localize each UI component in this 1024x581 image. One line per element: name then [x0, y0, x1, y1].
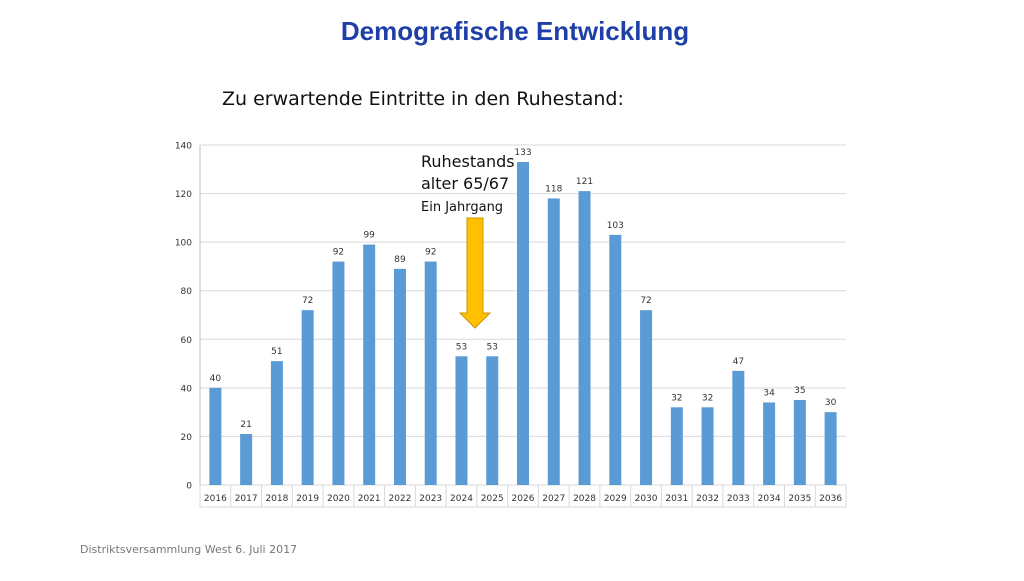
y-tick-label: 60: [181, 336, 193, 346]
x-tick-label: 2029: [604, 494, 627, 504]
label-layer: 0 20 40 60 80 100 120 140 40 2016 21 2017 51 2018 72 20…: [175, 142, 843, 505]
bar: [240, 434, 253, 485]
bar: [670, 407, 683, 485]
x-tick-label: 2017: [235, 494, 258, 504]
y-tick-label: 120: [175, 190, 192, 200]
y-tick-label: 80: [181, 287, 193, 297]
bar: [393, 268, 406, 485]
bar: [270, 361, 283, 485]
x-tick-label: 2034: [758, 494, 781, 504]
x-tick-label: 2032: [696, 494, 719, 504]
x-tick-label: 2023: [419, 494, 442, 504]
bar: [763, 402, 776, 485]
annotation-line3: Ein Jahrgang: [421, 200, 503, 215]
y-tick-label: 100: [175, 239, 192, 249]
bar: [517, 162, 529, 485]
data-label: 32: [671, 393, 682, 403]
bar: [640, 310, 653, 485]
x-tick-label: 2030: [635, 494, 658, 504]
data-label: 99: [363, 231, 375, 241]
data-label: 35: [794, 386, 805, 396]
bar: [424, 261, 437, 485]
annotation-line2: alter 65/67: [421, 174, 509, 193]
x-tick-label: 2036: [819, 494, 842, 504]
bar: [363, 244, 376, 485]
data-label: 40: [210, 374, 222, 384]
x-tick-label: 2031: [665, 494, 688, 504]
x-tick-label: 2035: [788, 494, 811, 504]
x-tick-label: 2028: [573, 494, 596, 504]
data-label: 121: [576, 177, 593, 187]
bar: [547, 198, 560, 485]
data-label: 47: [733, 357, 744, 367]
x-tick-label: 2018: [265, 494, 288, 504]
x-tick-label: 2033: [727, 494, 750, 504]
data-label: 103: [607, 221, 624, 231]
data-label: 32: [702, 393, 713, 403]
bar-layer: [209, 162, 837, 485]
bar: [455, 356, 468, 485]
down-arrow-icon: [458, 217, 492, 329]
x-tick-label: 2024: [450, 494, 473, 504]
y-tick-label: 20: [181, 433, 193, 443]
data-label: 53: [456, 342, 467, 352]
x-tick-label: 2026: [512, 494, 535, 504]
slide-title: Demografische Entwicklung: [340, 16, 690, 46]
data-label: 34: [763, 388, 775, 398]
bar: [824, 412, 837, 485]
y-tick-label: 140: [175, 142, 192, 152]
bar: [301, 310, 314, 485]
data-label: 92: [425, 248, 436, 258]
x-tick-label: 2021: [358, 494, 381, 504]
data-label: 72: [640, 296, 651, 306]
bar: [332, 261, 345, 485]
annotation-line1: Ruhestands: [421, 152, 515, 171]
footer-text: Distriktsversammlung West 6. Juli 2017: [80, 543, 298, 556]
data-label: 51: [271, 347, 282, 357]
annotation: Ruhestands alter 65/67 Ein Jahrgang: [421, 152, 515, 329]
bar: [701, 407, 714, 485]
bar: [609, 234, 622, 485]
slide-subtitle: Zu erwartende Eintritte in den Ruhestand…: [222, 88, 624, 110]
data-label: 72: [302, 296, 313, 306]
data-label: 89: [394, 255, 406, 265]
data-label: 118: [545, 184, 562, 194]
data-label: 133: [514, 148, 531, 158]
x-tick-label: 2020: [327, 494, 350, 504]
bar: [732, 370, 745, 485]
data-label: 21: [240, 420, 251, 430]
bar: [209, 387, 222, 485]
y-tick-label: 40: [181, 384, 193, 394]
bar: [578, 191, 591, 485]
y-tick-label: 0: [186, 482, 192, 492]
data-label: 92: [333, 248, 344, 258]
data-label: 53: [487, 342, 498, 352]
x-tick-label: 2016: [204, 494, 227, 504]
bar: [793, 400, 806, 485]
x-tick-label: 2019: [296, 494, 319, 504]
x-tick-label: 2025: [481, 494, 504, 504]
x-tick-label: 2027: [542, 494, 565, 504]
x-tick-label: 2022: [388, 494, 411, 504]
data-label: 30: [825, 398, 837, 408]
bar: [486, 356, 499, 485]
